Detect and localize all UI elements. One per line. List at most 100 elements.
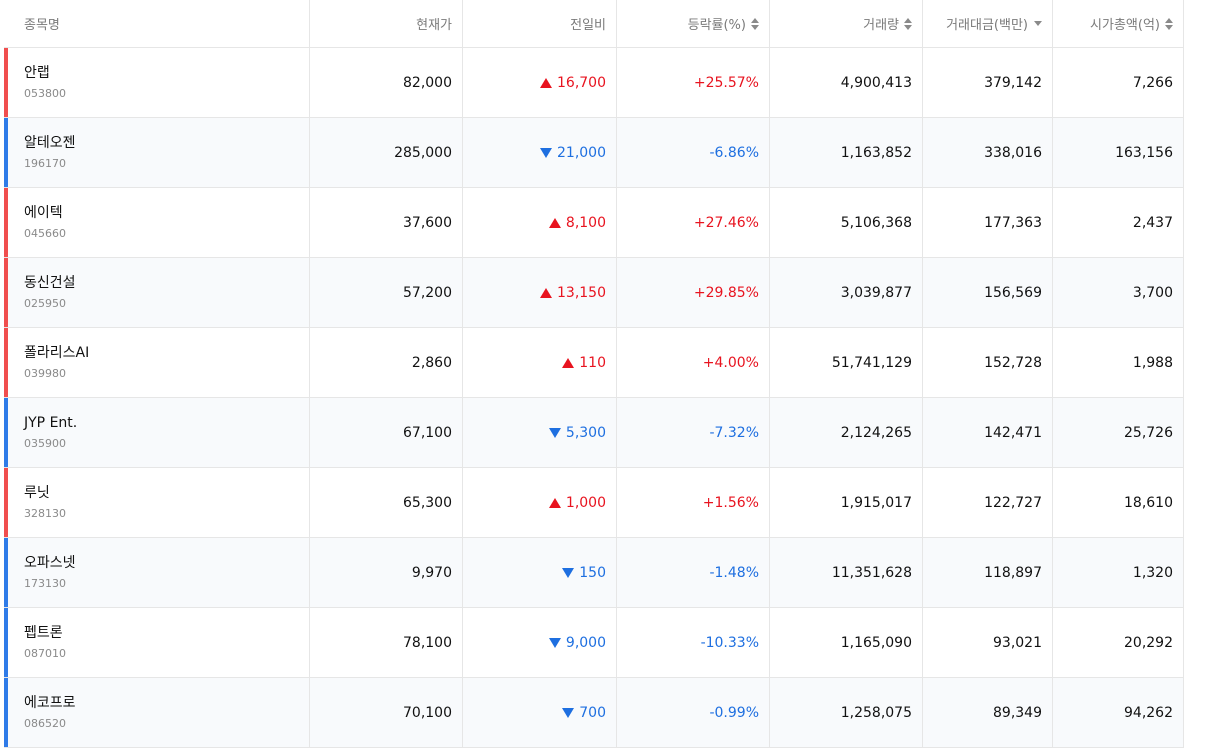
market-cap-cell: 2,437: [1053, 188, 1183, 257]
stock-name-cell[interactable]: 안랩 053800: [4, 48, 310, 117]
table-row[interactable]: 폴라리스AI 039980 2,860 110 +4.00% 51,741,12…: [4, 328, 1183, 398]
change-cell: 1,000: [463, 468, 617, 537]
triangle-up-icon: [540, 287, 552, 298]
volume-cell: 11,351,628: [770, 538, 923, 607]
table-row[interactable]: 동신건설 025950 57,200 13,150 +29.85% 3,039,…: [4, 258, 1183, 328]
change-rate: -0.99%: [709, 704, 759, 721]
change-rate: -10.33%: [700, 634, 759, 651]
header-change-rate[interactable]: 등락률(%): [617, 0, 770, 47]
trade-amount-cell: 118,897: [923, 538, 1053, 607]
change-rate-cell: +29.85%: [617, 258, 770, 327]
stock-name[interactable]: 동신건설: [24, 275, 76, 291]
stock-code: 045660: [24, 227, 66, 240]
sort-icon[interactable]: [1165, 17, 1173, 30]
stock-code: 087010: [24, 647, 66, 660]
change-value: 16,700: [557, 74, 606, 91]
stock-name-cell[interactable]: 동신건설 025950: [4, 258, 310, 327]
header-market-cap[interactable]: 시가총액(억): [1053, 0, 1183, 47]
current-price: 57,200: [403, 284, 452, 301]
change-rate: +25.57%: [693, 74, 759, 91]
sort-desc-icon[interactable]: [1034, 21, 1042, 26]
market-cap: 163,156: [1115, 144, 1173, 161]
header-volume[interactable]: 거래량: [770, 0, 923, 47]
change-value: 150: [579, 564, 606, 581]
volume: 1,915,017: [840, 494, 912, 511]
current-price-cell: 65,300: [310, 468, 463, 537]
stock-name[interactable]: 안랩: [24, 65, 50, 81]
table-row[interactable]: 에이텍 045660 37,600 8,100 +27.46% 5,106,36…: [4, 188, 1183, 258]
triangle-up-icon: [548, 497, 561, 508]
change-cell: 5,300: [463, 398, 617, 467]
sort-icon[interactable]: [751, 17, 759, 30]
table-row[interactable]: 루닛 328130 65,300 1,000 +1.56% 1,915,017 …: [4, 468, 1183, 538]
change-rate: -1.48%: [709, 564, 759, 581]
direction-bar: [4, 188, 8, 257]
stock-name-cell[interactable]: 펩트론 087010: [4, 608, 310, 677]
change-value: 9,000: [565, 634, 606, 651]
stock-name-cell[interactable]: 루닛 328130: [4, 468, 310, 537]
volume-cell: 5,106,368: [770, 188, 923, 257]
stock-name[interactable]: 에이텍: [24, 205, 63, 221]
volume: 1,165,090: [840, 634, 912, 651]
stock-name-cell[interactable]: 알테오젠 196170: [4, 118, 310, 187]
market-cap-cell: 18,610: [1053, 468, 1183, 537]
stock-name[interactable]: 에코프로: [24, 695, 76, 711]
change-value-wrap: 5,300: [548, 424, 606, 441]
volume-cell: 1,163,852: [770, 118, 923, 187]
current-price: 70,100: [403, 704, 452, 721]
stock-name[interactable]: 알테오젠: [24, 135, 76, 151]
table-row[interactable]: 알테오젠 196170 285,000 21,000 -6.86% 1,163,…: [4, 118, 1183, 188]
current-price: 9,970: [411, 564, 452, 581]
change-value-wrap: 21,000: [540, 145, 606, 161]
stock-name[interactable]: 펩트론: [24, 625, 63, 641]
stock-name-cell[interactable]: 오파스넷 173130: [4, 538, 310, 607]
sort-icon[interactable]: [904, 17, 912, 30]
change-cell: 700: [463, 678, 617, 747]
table-row[interactable]: 안랩 053800 82,000 16,700 +25.57% 4,900,41…: [4, 48, 1183, 118]
volume-cell: 3,039,877: [770, 258, 923, 327]
table-row[interactable]: 오파스넷 173130 9,970 150 -1.48% 11,351,628 …: [4, 538, 1183, 608]
current-price: 65,300: [403, 494, 452, 511]
market-cap: 3,700: [1132, 284, 1173, 301]
header-stock-name: 종목명: [4, 0, 310, 47]
trade-amount: 89,349: [993, 704, 1042, 721]
stock-name[interactable]: JYP Ent.: [24, 415, 78, 431]
trade-amount-cell: 156,569: [923, 258, 1053, 327]
triangle-up-icon: [540, 77, 552, 88]
header-change: 전일비: [463, 0, 617, 47]
market-cap-cell: 1,988: [1053, 328, 1183, 397]
stock-code: 035900: [24, 437, 66, 450]
header-current-price: 현재가: [310, 0, 463, 47]
table-header: 종목명 현재가 전일비 등락률(%) 거래량 거래대금(백만) 시가총액(억): [4, 0, 1183, 48]
table-row[interactable]: 에코프로 086520 70,100 700 -0.99% 1,258,075 …: [4, 678, 1183, 748]
header-label: 시가총액(억): [1090, 18, 1160, 33]
direction-bar: [4, 678, 8, 747]
market-cap: 20,292: [1124, 634, 1173, 651]
market-cap: 2,437: [1132, 214, 1173, 231]
header-trade-amount[interactable]: 거래대금(백만): [923, 0, 1053, 47]
change-value: 8,100: [565, 214, 606, 231]
stock-name-cell[interactable]: 에코프로 086520: [4, 678, 310, 747]
stock-name-cell[interactable]: JYP Ent. 035900: [4, 398, 310, 467]
change-rate-cell: -1.48%: [617, 538, 770, 607]
stock-name[interactable]: 폴라리스AI: [24, 345, 90, 361]
change-value: 5,300: [565, 424, 606, 441]
trade-amount-cell: 379,142: [923, 48, 1053, 117]
current-price-cell: 82,000: [310, 48, 463, 117]
current-price: 37,600: [403, 214, 452, 231]
change-value-wrap: 13,150: [540, 285, 606, 301]
trade-amount-cell: 152,728: [923, 328, 1053, 397]
stock-name-cell[interactable]: 폴라리스AI 039980: [4, 328, 310, 397]
table-row[interactable]: JYP Ent. 035900 67,100 5,300 -7.32% 2,12…: [4, 398, 1183, 468]
triangle-down-icon: [562, 567, 575, 578]
trade-amount: 152,728: [984, 354, 1042, 371]
table-row[interactable]: 펩트론 087010 78,100 9,000 -10.33% 1,165,09…: [4, 608, 1183, 678]
stock-name-cell[interactable]: 에이텍 045660: [4, 188, 310, 257]
change-cell: 150: [463, 538, 617, 607]
stock-name[interactable]: 오파스넷: [24, 555, 76, 571]
stock-name[interactable]: 루닛: [24, 485, 50, 501]
change-rate: -6.86%: [709, 144, 759, 161]
current-price: 67,100: [403, 424, 452, 441]
stock-ranking-table: 종목명 현재가 전일비 등락률(%) 거래량 거래대금(백만) 시가총액(억): [4, 0, 1184, 748]
market-cap-cell: 25,726: [1053, 398, 1183, 467]
